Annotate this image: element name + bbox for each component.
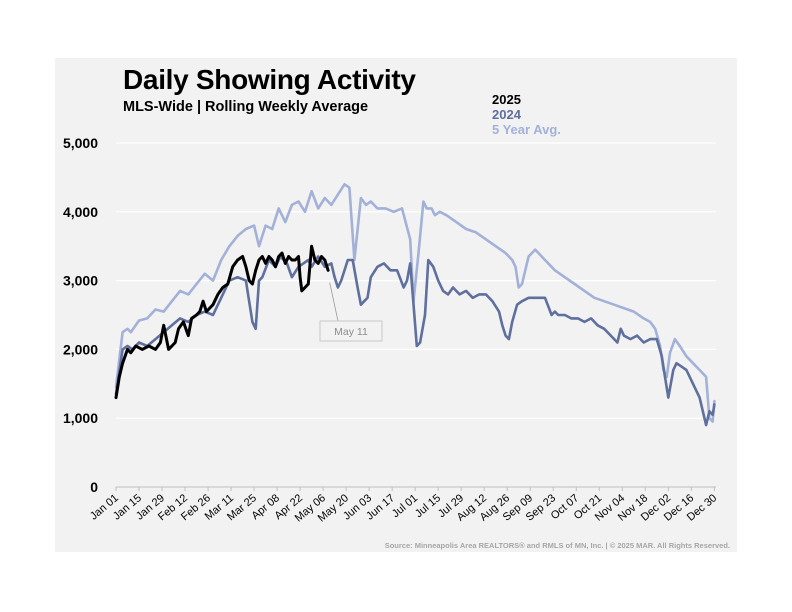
y-tick-label: 5,000 [63,135,98,151]
series-line-5yr-avg [114,183,716,423]
annotation-label: May 11 [334,326,368,338]
series-line-2025 [114,244,330,400]
source-note: Source: Minneapolis Area REALTORS® and R… [384,541,730,550]
chart-subtitle: MLS-Wide | Rolling Weekly Average [123,99,369,115]
y-tick-label: 2,000 [63,341,98,357]
y-tick-label: 0 [90,479,98,495]
x-tick-label: Jul 01 [390,492,420,520]
gridlines [116,142,716,419]
chart-title: Daily Showing Activity [123,64,416,95]
annotations: May 11 [319,282,383,342]
legend: 2025 2024 5 Year Avg. [492,92,561,137]
y-tick-label: 1,000 [63,410,98,426]
series-line-2024 [114,255,716,427]
y-tick-label: 4,000 [63,204,98,220]
legend-entry-2024: 2024 [492,107,521,122]
x-tick-label: Jul 15 [413,492,443,520]
y-axis-ticks: 0 1,000 2,000 3,000 4,000 5,000 [63,135,98,495]
series-lines [114,183,716,427]
annotation-box [319,320,383,342]
y-tick-label: 3,000 [63,273,98,289]
legend-entry-2025: 2025 [492,92,521,107]
legend-entry-5yr-avg: 5 Year Avg. [492,122,561,137]
annotation-leader [329,282,339,322]
